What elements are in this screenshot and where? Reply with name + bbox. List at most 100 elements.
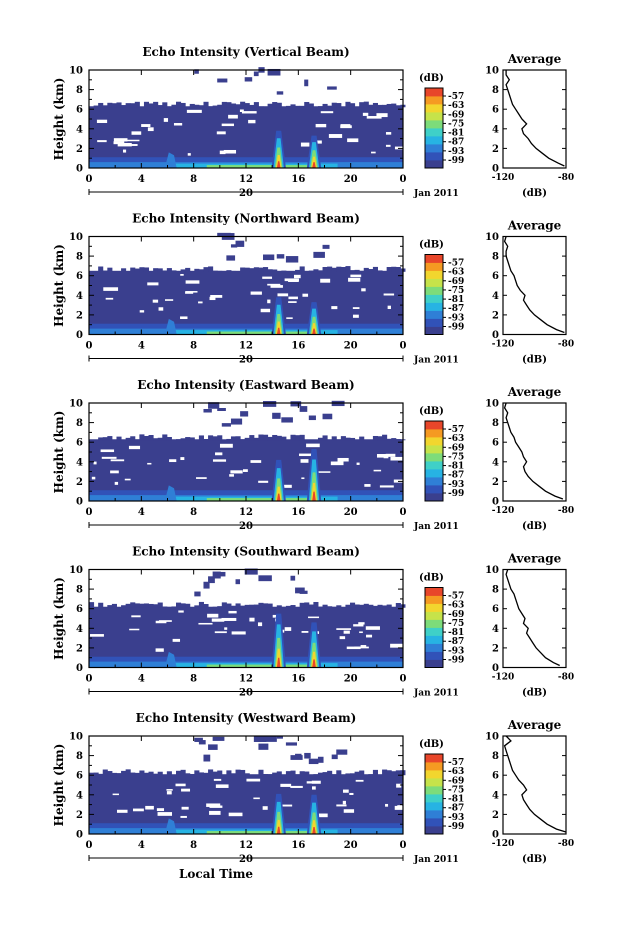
y-axis-label: Height (km) xyxy=(52,78,66,161)
colorbar-unit: (dB) xyxy=(419,73,444,84)
echo-gap xyxy=(112,793,119,796)
echo-edge-cell xyxy=(263,774,269,776)
echo-edge-cell xyxy=(116,773,122,776)
echo-edge-cell xyxy=(143,772,150,776)
echo-edge-cell xyxy=(208,435,214,441)
echo-gap xyxy=(215,784,229,788)
x-tick-label: 0 xyxy=(400,507,407,518)
colorbar-swatch xyxy=(425,485,443,494)
echo-edge-cell xyxy=(285,771,291,776)
y-tick-label: 4 xyxy=(76,790,83,801)
echo-edge-cell xyxy=(217,606,223,608)
echo-gap xyxy=(385,144,391,147)
echo-edge-cell xyxy=(134,603,140,608)
echo-edge-cell xyxy=(391,771,397,776)
echo-edge-cell xyxy=(240,769,246,776)
echo-gap xyxy=(207,613,219,618)
echo-edge-cell xyxy=(143,603,150,608)
echo-edge-cell xyxy=(308,270,314,272)
echo-edge-cell xyxy=(102,769,108,776)
colorbar-tick-label: -93 xyxy=(448,646,464,656)
echo-gap xyxy=(228,610,237,614)
colorbar-swatch xyxy=(425,326,443,335)
profile-y-tick-label: 10 xyxy=(485,232,499,243)
echo-gap xyxy=(181,806,189,810)
echo-gap xyxy=(267,283,281,286)
echo-gap xyxy=(342,800,346,805)
echo-edge-cell xyxy=(382,769,388,776)
echo-edge-cell xyxy=(148,435,154,441)
x-tick-label: 12 xyxy=(239,840,253,851)
profile-frame xyxy=(502,69,567,169)
echo-gap xyxy=(230,470,243,474)
echo-edge-cell xyxy=(102,607,108,608)
echo-gap xyxy=(128,445,141,450)
echo-edge-cell xyxy=(176,439,182,441)
profile-line xyxy=(503,735,567,833)
echo-gap xyxy=(147,462,152,465)
echo-edge-cell xyxy=(102,270,108,272)
colorbar-tick-label: -63 xyxy=(448,101,464,111)
echo-patch xyxy=(263,401,277,407)
colorbar-swatch xyxy=(425,627,443,636)
echo-gap xyxy=(155,648,164,652)
echo-patch xyxy=(317,756,324,763)
echo-patch xyxy=(290,575,296,581)
echo-gap xyxy=(91,476,96,480)
echo-patch xyxy=(313,251,325,258)
profile-x-tick-label: -120 xyxy=(492,340,515,350)
echo-gap xyxy=(306,443,320,448)
echo-edge-cell xyxy=(134,268,140,272)
echo-edge-cell xyxy=(121,770,127,776)
echo-gap xyxy=(166,791,172,795)
echo-gap xyxy=(172,638,181,642)
echo-gap xyxy=(166,789,173,791)
echo-edge-cell xyxy=(263,434,269,441)
echo-edge-cell xyxy=(116,102,122,108)
echo-gap xyxy=(211,618,225,622)
echo-edge-cell xyxy=(295,435,301,441)
echo-edge-cell xyxy=(212,436,218,441)
colorbar-swatch xyxy=(425,461,443,470)
echo-edge-cell xyxy=(317,437,324,441)
profile-line xyxy=(503,236,565,334)
echo-patch xyxy=(194,69,199,74)
echo-edge-cell xyxy=(185,773,191,776)
echo-edge-cell xyxy=(304,771,310,776)
echo-edge-cell xyxy=(226,770,232,776)
colorbar-swatch xyxy=(425,762,443,771)
colorbar-swatch xyxy=(425,262,443,271)
colorbar-swatch xyxy=(425,778,443,787)
echo-gap xyxy=(390,643,404,648)
echo-edge-cell xyxy=(395,439,401,441)
profile-title: Average xyxy=(507,718,562,732)
echo-edge-cell xyxy=(299,602,305,608)
colorbar-swatch xyxy=(425,286,443,295)
colorbar-frame xyxy=(424,753,444,835)
echo-patch xyxy=(327,414,332,419)
echo-field xyxy=(89,67,410,168)
echo-edge-cell xyxy=(308,774,314,776)
echo-patch xyxy=(253,735,267,742)
panel-title: Echo Intensity (Westward Beam) xyxy=(136,711,357,725)
echo-edge-cell xyxy=(267,269,273,272)
x-tick-label: 8 xyxy=(190,341,197,352)
echo-patch xyxy=(258,743,269,750)
echo-patch xyxy=(295,753,302,759)
colorbar-unit: (dB) xyxy=(419,739,444,750)
colorbar-swatch xyxy=(425,493,443,502)
colorbar-swatch xyxy=(425,310,443,319)
echo-gap xyxy=(214,631,227,634)
profile-x-axis-label: (dB) xyxy=(522,521,547,532)
x-tick-label: 0 xyxy=(86,674,93,685)
x-tick-label: 0 xyxy=(86,174,93,185)
echo-gap xyxy=(394,805,406,810)
x-tick-label: 12 xyxy=(239,341,253,352)
panel-title: Echo Intensity (Northward Beam) xyxy=(132,212,360,226)
colorbar-tick-label: -93 xyxy=(448,313,464,323)
echo-edge-cell xyxy=(267,103,273,108)
profile-x-tick-label: -120 xyxy=(492,506,515,516)
profile-title: Average xyxy=(507,552,562,566)
echo-edge-cell xyxy=(382,434,388,441)
echo-edge-cell xyxy=(331,606,337,608)
